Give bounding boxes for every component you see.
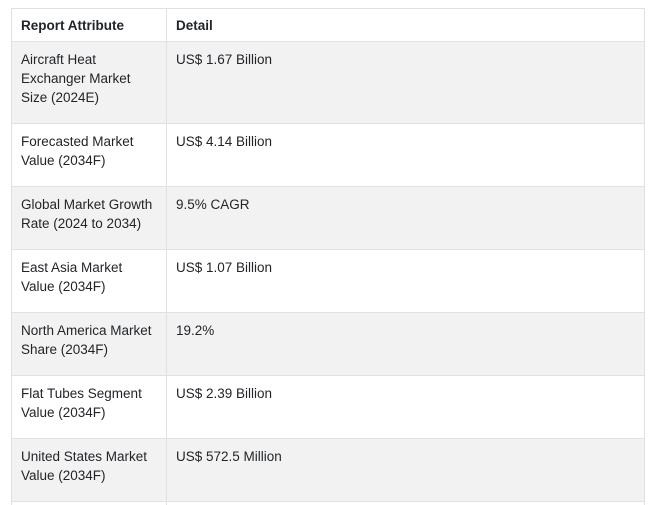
table-header: Report Attribute Detail: [11, 8, 645, 42]
attribute-cell: East Asia Market Value (2034F): [11, 249, 167, 313]
attribute-cell: Forecasted Market Value (2034F): [11, 123, 167, 187]
detail-cell: Liebherr-International; Triumph Group; J…: [166, 501, 645, 505]
table-row: Global Market Growth Rate (2024 to 2034)…: [11, 186, 645, 250]
detail-cell: US$ 1.07 Billion: [166, 249, 645, 313]
detail-cell: US$ 2.39 Billion: [166, 375, 645, 439]
table-row: Key Companies Profiled Liebherr-Internat…: [11, 501, 645, 505]
table-row: Forecasted Market Value (2034F) US$ 4.14…: [11, 123, 645, 187]
report-summary-table: Report Attribute Detail Aircraft Heat Ex…: [11, 8, 645, 505]
table-row: United States Market Value (2034F) US$ 5…: [11, 438, 645, 502]
detail-cell: 9.5% CAGR: [166, 186, 645, 250]
attribute-cell: Global Market Growth Rate (2024 to 2034): [11, 186, 167, 250]
header-row: Report Attribute Detail: [11, 8, 645, 42]
table-row: North America Market Share (2034F) 19.2%: [11, 312, 645, 376]
table-row: East Asia Market Value (2034F) US$ 1.07 …: [11, 249, 645, 313]
attribute-cell: Flat Tubes Segment Value (2034F): [11, 375, 167, 439]
column-header-report-attribute: Report Attribute: [11, 8, 167, 42]
attribute-cell: Aircraft Heat Exchanger Market Size (202…: [11, 41, 167, 124]
attribute-cell: United States Market Value (2034F): [11, 438, 167, 502]
column-header-detail: Detail: [166, 8, 645, 42]
detail-cell: US$ 4.14 Billion: [166, 123, 645, 187]
detail-cell: 19.2%: [166, 312, 645, 376]
attribute-cell: Key Companies Profiled: [11, 501, 167, 505]
attribute-cell: North America Market Share (2034F): [11, 312, 167, 376]
detail-cell: US$ 572.5 Million: [166, 438, 645, 502]
table-row: Flat Tubes Segment Value (2034F) US$ 2.3…: [11, 375, 645, 439]
table-body: Aircraft Heat Exchanger Market Size (202…: [11, 41, 645, 505]
detail-cell: US$ 1.67 Billion: [166, 41, 645, 124]
table-row: Aircraft Heat Exchanger Market Size (202…: [11, 41, 645, 124]
